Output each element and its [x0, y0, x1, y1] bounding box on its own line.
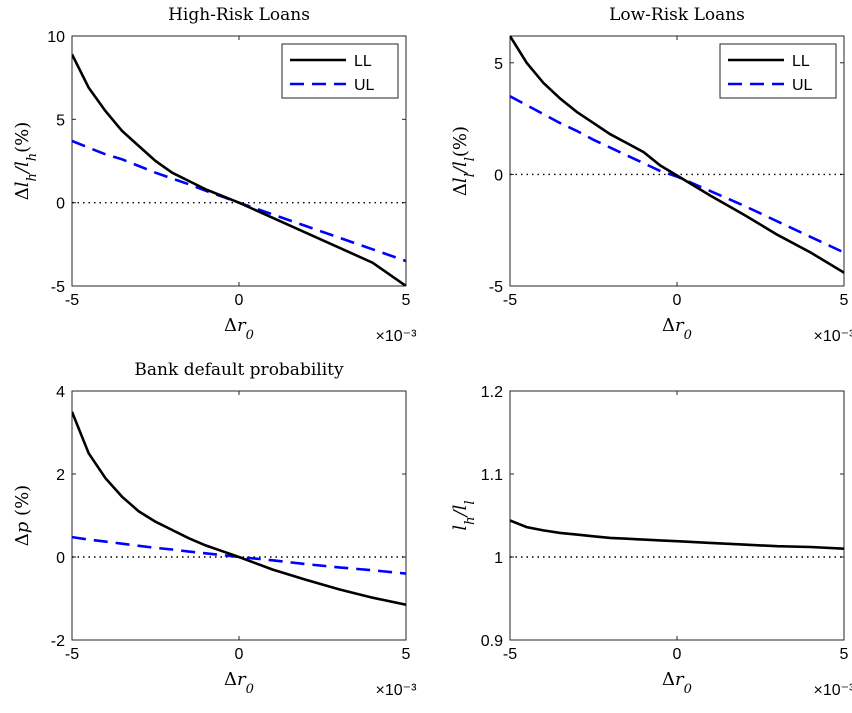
x-tick-label: -5	[65, 646, 79, 663]
x-tick-label: 5	[840, 646, 849, 663]
y-tick-label: 10	[47, 29, 65, 46]
chart-title: High-Risk Loans	[168, 5, 310, 25]
y-tick-label: 4	[56, 384, 65, 401]
chart-title: Bank default probability	[134, 360, 344, 380]
x-multiplier-label: ×10⁻³	[376, 682, 418, 699]
x-tick-label: 5	[402, 292, 411, 309]
x-tick-label: -5	[503, 292, 517, 309]
x-tick-label: 0	[235, 646, 244, 663]
x-tick-label: 0	[673, 646, 682, 663]
y-tick-label: 0	[56, 196, 65, 213]
series-line-ul	[510, 95, 844, 254]
x-multiplier-label: ×10⁻³	[814, 328, 852, 345]
y-tick-label: 0	[56, 550, 65, 567]
chart-title: Low-Risk Loans	[609, 5, 745, 25]
x-tick-label: 5	[840, 292, 849, 309]
series-line-ll	[72, 411, 406, 606]
legend-label-ll: LL	[354, 53, 372, 70]
legend-label-ll: LL	[792, 53, 810, 70]
axes-box	[509, 390, 845, 641]
chart-panel-3: Bank default probability -5 0 5 -2 0 2 4 Δr0 ×10⁻…	[12, 360, 417, 699]
series-line-ll	[72, 53, 406, 286]
axes-box	[71, 390, 407, 641]
y-tick-label: -2	[51, 633, 65, 650]
series-line-ll	[510, 519, 844, 550]
y-tick-label: 1.1	[481, 467, 503, 484]
x-axis-label: Δr0	[662, 669, 692, 697]
x-multiplier-label: ×10⁻³	[376, 328, 418, 345]
chart-panel-2: Low-Risk Loans -5 0 5 -5 0 5 Δr0 ×10⁻³ Δll/ll(%) L…	[450, 5, 852, 345]
chart-panel-1: High-Risk Loans -5 0 5 -5 0 5 10 Δr0 ×10⁻³ Δlh/lh(…	[12, 5, 417, 345]
y-tick-label: 5	[56, 112, 65, 129]
x-tick-label: 0	[673, 292, 682, 309]
y-tick-label: 0	[494, 167, 503, 184]
y-axis-label: Δlh/lh(%)	[12, 122, 40, 201]
chart-panel-4: -5 0 5 0.9 1 1.1 1.2 Δr0 ×10⁻³ lh/ll	[450, 384, 852, 699]
y-tick-label: -5	[51, 279, 65, 296]
y-axis-label: lh/ll	[450, 500, 478, 530]
x-tick-label: -5	[503, 646, 517, 663]
legend: LL UL	[719, 43, 837, 99]
x-tick-label: 0	[235, 292, 244, 309]
legend: LL UL	[281, 43, 399, 99]
x-axis-label: Δr0	[662, 315, 692, 343]
legend-label-ul: UL	[354, 77, 375, 94]
y-tick-label: 2	[56, 467, 65, 484]
series-line-ul	[72, 535, 406, 575]
x-axis-label: Δr0	[224, 315, 254, 343]
y-axis-label: Δll/ll(%)	[450, 126, 478, 196]
series-line-ul	[72, 139, 406, 263]
y-tick-label: 1	[494, 550, 503, 567]
legend-box	[281, 43, 399, 99]
y-tick-label: 1.2	[481, 384, 503, 401]
x-axis-label: Δr0	[224, 669, 254, 697]
y-axis-label: Δp (%)	[12, 485, 33, 546]
y-tick-label: -5	[489, 279, 503, 296]
x-tick-label: 5	[402, 646, 411, 663]
legend-label-ul: UL	[792, 77, 813, 94]
y-tick-label: 5	[494, 56, 503, 73]
legend-box	[719, 43, 837, 99]
x-tick-label: -5	[65, 292, 79, 309]
y-tick-label: 0.9	[481, 633, 503, 650]
series-line-ll	[510, 36, 844, 274]
x-multiplier-label: ×10⁻³	[814, 682, 852, 699]
